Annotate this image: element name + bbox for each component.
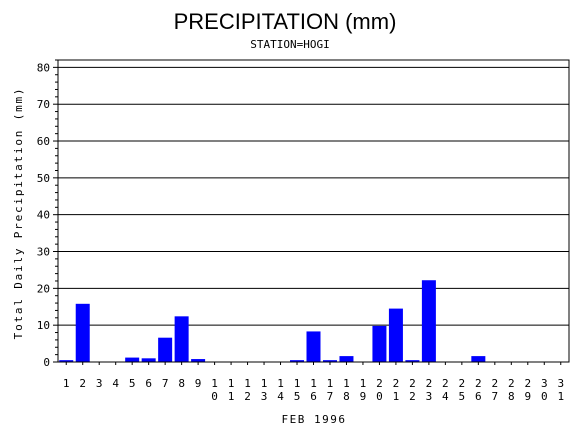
bar (421, 280, 436, 362)
x-tick-label: 4 (112, 377, 119, 390)
y-tick-label: 10 (37, 319, 50, 332)
y-tick-label: 30 (37, 246, 50, 259)
y-axis-label: Total Daily Precipitation (mm) (12, 87, 25, 340)
y-tick-label: 0 (43, 356, 50, 369)
x-tick-label: 5 (129, 377, 136, 390)
bar (174, 316, 189, 362)
x-tick-label: 2 (79, 377, 86, 390)
bars (59, 280, 486, 362)
bar (306, 331, 321, 362)
gridlines (58, 66, 569, 326)
plot-frame (57, 59, 570, 363)
bar (141, 358, 156, 362)
x-tick-label: 7 (162, 377, 169, 390)
y-axis: 0 10 20 30 40 50 60 70 80 (37, 59, 58, 369)
chart-subtitle: STATION=HOGI (250, 38, 329, 51)
bar (290, 360, 305, 362)
bar (339, 356, 354, 362)
x-tick-label: 3 (96, 377, 103, 390)
y-tick-label: 40 (37, 209, 50, 222)
bar (471, 356, 486, 362)
x-axis-label: FEB 1996 (282, 413, 347, 426)
x-tick-label: 1 (63, 377, 70, 390)
bar (158, 337, 173, 362)
x-axis: 1 2 3 4 5 6 7 8 9 1 01 11 21 31 41 51 61 71 81 92 02 12 22 32 42… (63, 362, 564, 403)
bar (322, 360, 337, 362)
y-tick-label: 50 (37, 172, 50, 185)
x-tick-label: 8 (178, 377, 185, 390)
chart-title: PRECIPITATION (mm) (174, 9, 397, 34)
bar (75, 303, 90, 362)
x-tick-label: 9 (195, 377, 202, 390)
y-tick-label: 70 (37, 98, 50, 111)
y-tick-label: 20 (37, 282, 50, 295)
bar (59, 360, 74, 362)
x-tick-label: 6 (145, 377, 152, 390)
bar (388, 308, 403, 362)
bar (372, 325, 387, 362)
bar (405, 360, 420, 362)
y-tick-label: 60 (37, 135, 50, 148)
y-tick-label: 80 (37, 61, 50, 74)
bar (191, 359, 206, 362)
bar (125, 357, 140, 362)
